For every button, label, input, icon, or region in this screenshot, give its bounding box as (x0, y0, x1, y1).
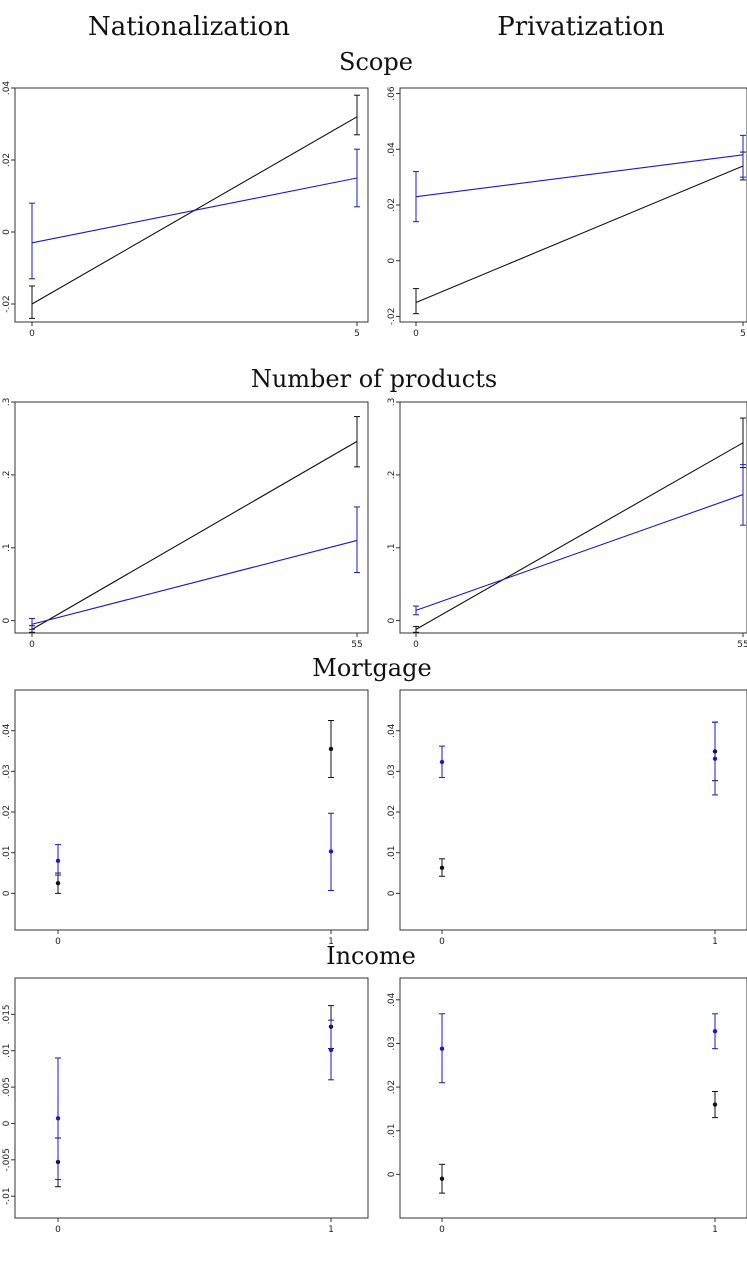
y-tick-label: .04 (387, 142, 397, 157)
y-tick-label: .2 (2, 471, 12, 480)
chart-panel: -.02 0 .02 .04 .06 0 5 (387, 86, 747, 339)
data-point-black (55, 881, 61, 886)
series-line-black (415, 165, 744, 304)
y-tick-label: 0 (387, 1171, 397, 1177)
x-tick-label: 5 (354, 329, 360, 339)
chart-panel: 0 .1 .2 .3 0 55 (387, 398, 747, 650)
series-line-black (415, 442, 744, 630)
y-tick-label: .02 (2, 805, 12, 819)
plot-frame (399, 689, 747, 931)
x-tick-label: 1 (712, 1225, 718, 1235)
data-point-black (439, 1176, 445, 1181)
data-point-blue (55, 858, 61, 864)
y-tick-label: -.02 (387, 308, 397, 326)
row-title-scope: Scope (339, 48, 413, 76)
x-tick-label: 0 (439, 1225, 445, 1235)
y-tick-label: 0 (2, 617, 12, 623)
y-tick-label: 0 (387, 617, 397, 623)
chart-panel: 0 .01 .02 .03 .04 0 1 (387, 977, 747, 1235)
y-tick-label: .04 (387, 992, 397, 1007)
x-tick-label: 0 (29, 640, 35, 650)
row-title-income: Income (326, 942, 416, 970)
data-point-black (439, 865, 445, 870)
chart-panel: 0 .01 .02 .03 .04 0 1 (387, 689, 747, 947)
x-tick-label: 0 (29, 329, 35, 339)
data-point-blue (439, 759, 445, 765)
plot-frame (14, 87, 369, 323)
y-tick-label: .03 (387, 764, 397, 778)
y-tick-label: 0 (387, 258, 397, 264)
y-tick-label: 0 (387, 890, 397, 896)
y-tick-label: 0 (2, 229, 12, 235)
y-tick-label: .02 (387, 198, 397, 212)
chart-panel: 0 .1 .2 .3 0 55 (2, 398, 369, 650)
series-line-blue (415, 494, 744, 611)
y-tick-label: .01 (387, 1124, 397, 1138)
y-tick-label: .1 (387, 543, 397, 552)
y-tick-label: .01 (2, 846, 12, 860)
x-tick-label: 55 (351, 640, 362, 650)
x-tick-label: 1 (328, 937, 334, 947)
data-point-blue (55, 1116, 61, 1121)
y-tick-label: 0 (2, 890, 12, 896)
row-title-number-of-products: Number of products (251, 365, 497, 393)
data-point-blue (328, 849, 334, 854)
y-tick-label: .04 (2, 81, 12, 96)
column-title-privatization: Privatization (497, 12, 665, 42)
plot-frame (14, 689, 369, 931)
y-tick-label: .02 (387, 1080, 397, 1094)
data-point-blue (439, 1046, 445, 1051)
panels: -.020.02.040 5-.020.02.04.060 50.1.2.30 550… (2, 81, 747, 1235)
y-tick-label: .02 (2, 153, 12, 167)
x-tick-label: 0 (55, 1225, 61, 1235)
y-tick-label: .3 (387, 398, 397, 407)
y-tick-label: .03 (2, 764, 12, 778)
plot-frame (399, 977, 747, 1219)
y-tick-label: .01 (2, 1044, 12, 1058)
data-point-blue (712, 1029, 718, 1034)
chart-panel: -.01 -.005 0 .005 .01 .015 0 1 (2, 977, 369, 1235)
data-point-blue (712, 756, 718, 761)
y-tick-label: -.02 (2, 295, 12, 313)
y-tick-label: -.01 (2, 1187, 12, 1205)
y-tick-label: .005 (2, 1077, 12, 1097)
chart-panel: 0 .01 .02 .03 .04 0 1 (2, 689, 369, 947)
y-tick-label: .01 (387, 846, 397, 860)
row-title-mortgage: Mortgage (312, 654, 431, 682)
x-tick-label: 0 (413, 640, 419, 650)
data-point-blue (328, 1047, 334, 1053)
y-tick-label: 0 (2, 1120, 12, 1126)
y-tick-label: .03 (387, 1036, 397, 1050)
plot-frame (14, 401, 369, 634)
chart-panel: -.02 0 .02 .04 0 5 (2, 81, 369, 339)
y-tick-label: -.005 (2, 1148, 12, 1171)
x-tick-label: 5 (740, 329, 746, 339)
y-tick-label: .04 (2, 723, 12, 738)
series-line-blue (415, 154, 744, 198)
y-tick-label: .3 (2, 398, 12, 407)
data-point-black (712, 1102, 718, 1107)
x-tick-label: 1 (712, 937, 718, 947)
y-tick-label: .04 (387, 723, 397, 738)
plot-frame (399, 401, 747, 634)
x-tick-label: 0 (413, 329, 419, 339)
y-tick-label: .1 (2, 543, 12, 552)
series-line-black (31, 440, 358, 630)
column-title-nationalization: Nationalization (88, 12, 290, 42)
x-tick-label: 0 (55, 937, 61, 947)
y-tick-label: .02 (387, 805, 397, 819)
y-tick-label: .06 (387, 86, 397, 101)
data-point-black (328, 746, 334, 752)
series-line-blue (31, 539, 358, 625)
y-tick-label: .015 (2, 1004, 12, 1024)
series-line-blue (31, 177, 358, 244)
plot-frame (14, 977, 369, 1219)
x-tick-label: 1 (328, 1225, 334, 1235)
x-tick-label: 0 (439, 937, 445, 947)
y-tick-label: .2 (387, 471, 397, 480)
x-tick-label: 55 (737, 640, 747, 650)
